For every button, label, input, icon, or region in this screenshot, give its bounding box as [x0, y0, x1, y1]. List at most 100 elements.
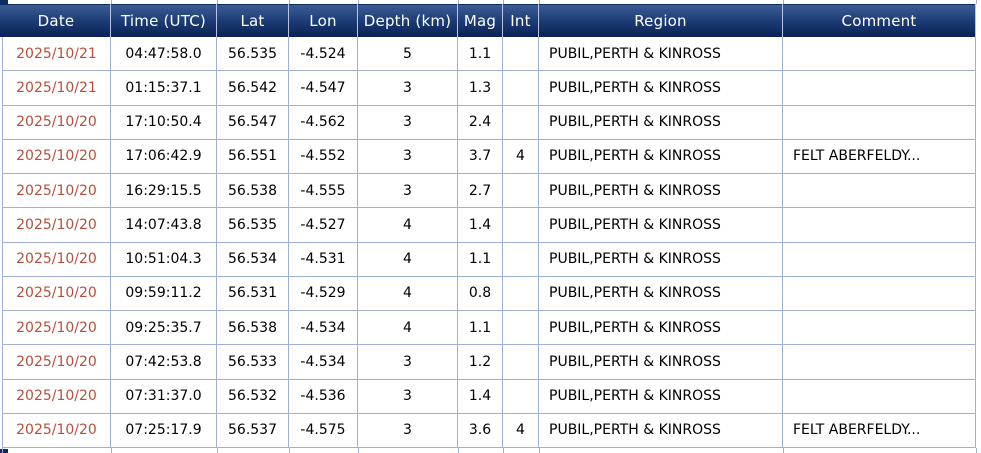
column-header-mag: Mag	[458, 4, 503, 37]
cell-mag: 1.1	[458, 37, 503, 72]
cell-mag: 1.3	[458, 71, 503, 106]
cell-region: PUBIL,PERTH & KINROSS	[539, 37, 783, 72]
cell-region: PUBIL,PERTH & KINROSS	[539, 311, 783, 346]
cell-comment	[783, 242, 976, 277]
cell-date-link[interactable]: 2025/10/20	[2, 311, 111, 346]
column-header-lat: Lat	[217, 4, 289, 37]
cell-date-link[interactable]: 2025/10/20	[2, 379, 111, 414]
column-border-stub	[217, 0, 218, 4]
cell-int: 4	[503, 139, 539, 174]
cell-time: 09:59:11.2	[111, 276, 217, 311]
column-border-stub	[358, 0, 359, 4]
cell-region: PUBIL,PERTH & KINROSS	[539, 139, 783, 174]
cell-lon: -4.534	[289, 311, 358, 346]
column-border-stub	[539, 448, 540, 453]
cell-depth: 3	[358, 71, 458, 106]
cell-lat: 56.535	[217, 37, 289, 72]
cell-mag: 1.4	[458, 379, 503, 414]
column-header-depth: Depth (km)	[358, 4, 458, 37]
table-row: 2025/10/20 07:42:53.8 56.533 -4.534 3 1.…	[2, 345, 976, 380]
table-row: 2025/10/21 04:47:58.0 56.535 -4.524 5 1.…	[2, 37, 976, 72]
table-row: 2025/10/20 10:51:04.3 56.534 -4.531 4 1.…	[2, 242, 976, 277]
cell-depth: 3	[358, 105, 458, 140]
cell-date-link[interactable]: 2025/10/20	[2, 276, 111, 311]
column-border-stub	[503, 448, 504, 453]
column-border-stub	[976, 0, 977, 4]
cell-date-link[interactable]: 2025/10/20	[2, 174, 111, 209]
table-row: 2025/10/21 01:15:37.1 56.542 -4.547 3 1.…	[2, 71, 976, 106]
cell-lon: -4.524	[289, 37, 358, 72]
table-row: 2025/10/20 17:10:50.4 56.547 -4.562 3 2.…	[2, 105, 976, 140]
cell-date-link[interactable]: 2025/10/20	[2, 413, 111, 448]
cell-lat: 56.534	[217, 242, 289, 277]
column-border-stub	[976, 448, 977, 453]
cell-lat: 56.537	[217, 413, 289, 448]
column-border-stub	[111, 0, 112, 4]
cell-time: 17:06:42.9	[111, 139, 217, 174]
cell-date-link[interactable]: 2025/10/20	[2, 345, 111, 380]
cell-region: PUBIL,PERTH & KINROSS	[539, 379, 783, 414]
table-row: 2025/10/20 17:06:42.9 56.551 -4.552 3 3.…	[2, 139, 976, 174]
cell-date-link[interactable]: 2025/10/21	[2, 71, 111, 106]
cell-date-link[interactable]: 2025/10/20	[2, 208, 111, 243]
cell-mag: 2.7	[458, 174, 503, 209]
cell-comment	[783, 174, 976, 209]
cell-time: 07:42:53.8	[111, 345, 217, 380]
cell-mag: 3.7	[458, 139, 503, 174]
cell-lon: -4.534	[289, 345, 358, 380]
table-header-row: Date Time (UTC) Lat Lon Depth (km) Mag I…	[2, 4, 976, 37]
cell-date-link[interactable]: 2025/10/20	[2, 105, 111, 140]
cell-time: 14:07:43.8	[111, 208, 217, 243]
cell-int	[503, 311, 539, 346]
table-row: 2025/10/20 09:59:11.2 56.531 -4.529 4 0.…	[2, 276, 976, 311]
cell-mag: 2.4	[458, 105, 503, 140]
cell-time: 10:51:04.3	[111, 242, 217, 277]
column-border-stub	[458, 448, 459, 453]
cell-date-link[interactable]: 2025/10/20	[2, 139, 111, 174]
cell-lat: 56.542	[217, 71, 289, 106]
cell-depth: 3	[358, 345, 458, 380]
cell-comment	[783, 345, 976, 380]
cell-comment	[783, 208, 976, 243]
cell-lon: -4.555	[289, 174, 358, 209]
column-header-time: Time (UTC)	[111, 4, 217, 37]
cell-region: PUBIL,PERTH & KINROSS	[539, 276, 783, 311]
cell-comment	[783, 311, 976, 346]
column-border-stub	[217, 448, 218, 453]
cell-depth: 4	[358, 311, 458, 346]
cell-int	[503, 379, 539, 414]
column-border-stub	[289, 448, 290, 453]
cell-region: PUBIL,PERTH & KINROSS	[539, 345, 783, 380]
table-row: 2025/10/20 07:31:37.0 56.532 -4.536 3 1.…	[2, 379, 976, 414]
cell-lat: 56.551	[217, 139, 289, 174]
cell-region: PUBIL,PERTH & KINROSS	[539, 208, 783, 243]
column-header-int: Int	[503, 4, 539, 37]
cell-date-link[interactable]: 2025/10/20	[2, 242, 111, 277]
cell-mag: 1.1	[458, 311, 503, 346]
cell-int	[503, 71, 539, 106]
table-row: 2025/10/20 07:25:17.9 56.537 -4.575 3 3.…	[2, 413, 976, 448]
cell-mag: 0.8	[458, 276, 503, 311]
cell-comment	[783, 71, 976, 106]
cell-comment	[783, 276, 976, 311]
column-border-stub	[2, 448, 3, 453]
cell-time: 09:25:35.7	[111, 311, 217, 346]
table-row: 2025/10/20 09:25:35.7 56.538 -4.534 4 1.…	[2, 311, 976, 346]
cell-region: PUBIL,PERTH & KINROSS	[539, 242, 783, 277]
cell-time: 07:25:17.9	[111, 413, 217, 448]
table-row: 2025/10/20 16:29:15.5 56.538 -4.555 3 2.…	[2, 174, 976, 209]
cell-int	[503, 174, 539, 209]
cell-region: PUBIL,PERTH & KINROSS	[539, 174, 783, 209]
cell-mag: 1.4	[458, 208, 503, 243]
cell-mag: 1.1	[458, 242, 503, 277]
cell-lon: -4.547	[289, 71, 358, 106]
column-header-region: Region	[539, 4, 783, 37]
cell-date-link[interactable]: 2025/10/21	[2, 37, 111, 72]
column-border-stub	[783, 0, 784, 4]
cell-depth: 4	[358, 242, 458, 277]
table-row: 2025/10/20 14:07:43.8 56.535 -4.527 4 1.…	[2, 208, 976, 243]
header-left-notch	[0, 0, 8, 4]
cell-int	[503, 208, 539, 243]
cell-lon: -4.562	[289, 105, 358, 140]
